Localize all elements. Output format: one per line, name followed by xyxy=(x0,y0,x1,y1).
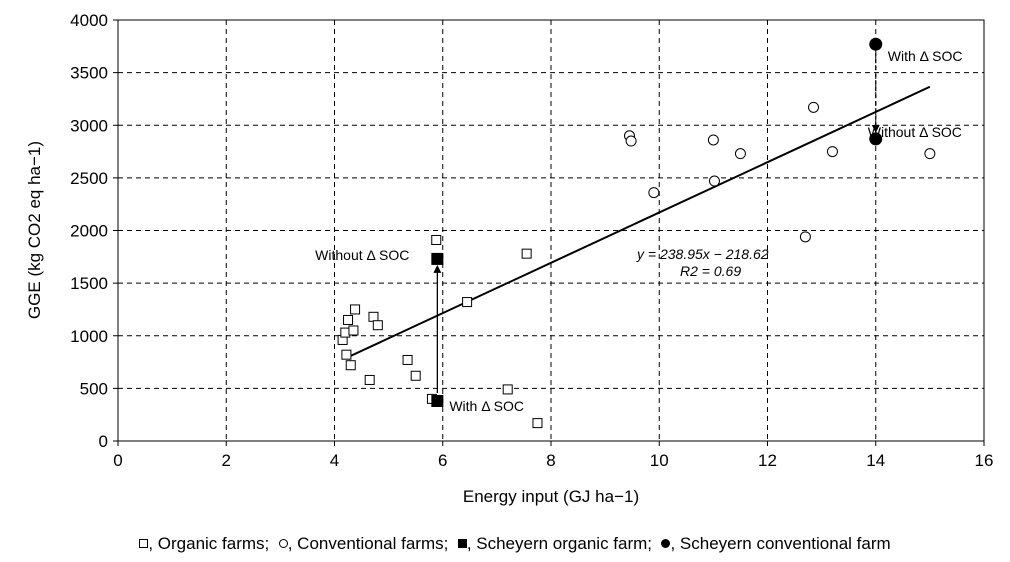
point-conventional xyxy=(625,135,637,147)
open-circle-icon xyxy=(278,539,288,548)
legend-item-conventional: , Conventional farms; xyxy=(278,534,449,554)
point-conventional xyxy=(826,146,838,158)
x-tick-label: 4 xyxy=(330,451,339,470)
chart: 0 2 4 6 8 10 12 14 16 0 500 1000 1500 2000 2500 3000 350… xyxy=(25,11,993,506)
point-organic xyxy=(368,311,379,322)
annotation-organic-without: Without Δ SOC xyxy=(315,247,409,263)
point-organic xyxy=(462,297,473,308)
x-tick-label: 0 xyxy=(113,451,122,470)
x-tick-label: 14 xyxy=(866,451,885,470)
x-tick-label: 12 xyxy=(758,451,777,470)
x-tick-label: 10 xyxy=(650,451,669,470)
legend-label: Organic farms; xyxy=(157,534,270,553)
point-conventional xyxy=(734,148,746,160)
regression-r2: R2 = 0.69 xyxy=(680,263,741,279)
point-organic xyxy=(431,234,442,245)
grid xyxy=(118,20,984,441)
filled-square-icon xyxy=(457,539,467,548)
x-tick-label: 8 xyxy=(546,451,555,470)
point-organic xyxy=(410,370,421,381)
point-conventional xyxy=(799,231,811,243)
legend-item-organic: , Organic farms; xyxy=(139,534,269,554)
y-tick-label: 500 xyxy=(80,379,108,398)
y-tick-label: 2000 xyxy=(70,222,108,241)
annotation-conventional-with: With Δ SOC xyxy=(888,48,963,64)
point-organic xyxy=(350,304,361,315)
regression-line xyxy=(344,85,931,360)
regression-equation: y = 238.95x − 218.62 xyxy=(636,246,769,262)
annotation-conventional-without: Without Δ SOC xyxy=(868,124,962,140)
arrows xyxy=(433,52,880,394)
point-conventional xyxy=(708,175,720,187)
x-tick-label: 2 xyxy=(222,451,231,470)
x-axis-label: Energy input (GJ ha−1) xyxy=(463,487,639,506)
y-tick-label: 0 xyxy=(99,432,108,451)
y-tick-label: 1500 xyxy=(70,274,108,293)
point-organic xyxy=(364,374,375,385)
legend-item-scheyern-organic: , Scheyern organic farm; xyxy=(457,534,653,554)
point-organic xyxy=(345,360,356,371)
open-square-icon xyxy=(139,539,149,548)
point-conventional xyxy=(707,134,719,146)
x-tick-label: 16 xyxy=(975,451,994,470)
annotation-organic-with: With Δ SOC xyxy=(449,398,524,414)
legend-label: Conventional farms; xyxy=(297,534,449,553)
legend: , Organic farms; , Conventional farms; ,… xyxy=(20,534,1010,554)
point-organic xyxy=(502,384,513,395)
y-tick-label: 4000 xyxy=(70,11,108,30)
point-organic xyxy=(532,418,543,429)
point-scheyern-conventional xyxy=(869,132,883,146)
point-conventional xyxy=(648,187,660,199)
y-tick-label: 1000 xyxy=(70,327,108,346)
x-tick-label: 6 xyxy=(438,451,447,470)
legend-label: Scheyern conventional farm xyxy=(679,534,891,553)
legend-label: Scheyern organic farm; xyxy=(476,534,653,553)
point-organic xyxy=(372,320,383,331)
legend-item-scheyern-conventional: , Scheyern conventional farm xyxy=(661,534,891,554)
y-tick-label: 3500 xyxy=(70,64,108,83)
point-scheyern-organic xyxy=(431,395,444,408)
point-organic xyxy=(402,354,413,365)
point-conventional xyxy=(924,148,936,160)
annotations: Without Δ SOC With Δ SOC With Δ SOC Without… xyxy=(315,48,962,414)
y-tick-label: 3000 xyxy=(70,116,108,135)
point-conventional xyxy=(808,101,820,113)
marks xyxy=(337,37,936,429)
point-organic xyxy=(348,325,359,336)
point-scheyern-conventional xyxy=(869,37,883,51)
regression-line-path xyxy=(344,85,931,360)
point-organic xyxy=(521,248,532,259)
y-axis-label: GGE (kg CO2 eq ha−1) xyxy=(25,141,44,319)
point-organic xyxy=(343,314,354,325)
filled-circle-icon xyxy=(661,539,671,548)
ticks: 0 2 4 6 8 10 12 14 16 0 500 1000 1500 2000 2500 3000 350… xyxy=(70,11,993,470)
y-tick-label: 2500 xyxy=(70,169,108,188)
point-organic xyxy=(341,349,352,360)
point-scheyern-organic xyxy=(431,252,444,265)
